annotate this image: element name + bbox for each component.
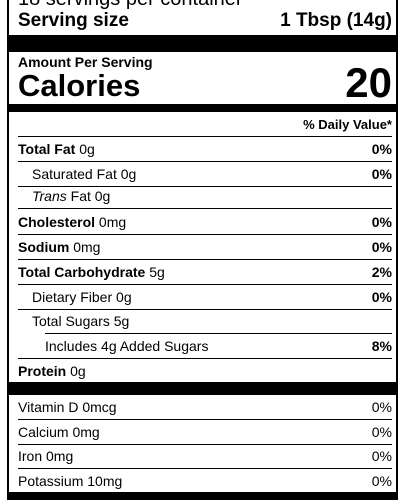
rule: [18, 259, 392, 260]
rule: [18, 234, 392, 235]
nutrient-row: Dietary Fiber 0g 0%: [0, 286, 405, 308]
nutrient-name: Vitamin D: [18, 399, 79, 415]
calories-value: 20: [345, 59, 392, 106]
amount-per-serving: Amount Per Serving: [18, 54, 153, 70]
nutrient-text: Trans Fat 0g: [32, 185, 110, 207]
daily-value: 0%: [371, 239, 392, 255]
nutrient-text: Vitamin D 0mcg: [18, 396, 117, 418]
daily-value-header: % Daily Value*: [303, 117, 392, 132]
border-left: [7, 0, 9, 500]
rule: [45, 333, 392, 334]
rule: [18, 136, 392, 137]
nutrient-amount: 0g: [70, 363, 86, 379]
nutrient-row: Total Fat 0g 0%: [0, 138, 405, 160]
nutrient-row: Iron 0mg 0%: [0, 445, 405, 467]
nutrient-row: Includes 4g Added Sugars 8%: [0, 335, 405, 357]
nutrient-text: Includes 4g Added Sugars: [45, 335, 208, 357]
nutrient-text: Sodium 0mg: [18, 236, 100, 258]
nutrient-amount: 0g: [120, 166, 137, 182]
nutrient-text: Iron 0mg: [18, 445, 73, 467]
daily-value: 0%: [371, 214, 392, 230]
nutrient-amount: 0g: [94, 188, 111, 204]
serving-size-label: Serving size: [18, 10, 129, 31]
rule: [18, 208, 392, 209]
nutrient-name: Dietary Fiber: [32, 289, 113, 305]
nutrient-amount: 0g: [116, 289, 132, 305]
nutrient-text: Protein 0g: [18, 360, 86, 382]
nutrient-amount: 0g: [79, 141, 95, 157]
nutrient-text: Potassium 10mg: [18, 470, 122, 492]
nutrient-name: Cholesterol: [18, 214, 96, 230]
nutrient-amount: 0mcg: [82, 399, 117, 415]
nutrient-row: Potassium 10mg 0%: [0, 470, 405, 492]
nutrient-amount: 0mg: [98, 214, 127, 230]
nutrient-name: Potassium: [18, 473, 84, 489]
nutrient-amount: 5g: [149, 264, 165, 280]
rule: [18, 309, 392, 310]
rule: [18, 444, 392, 445]
daily-value: 0%: [371, 424, 392, 440]
nutrient-name: Fat: [70, 188, 91, 204]
thick-rule: [7, 492, 398, 500]
nutrient-name: Protein: [18, 363, 67, 379]
nutrient-name: Calcium: [18, 424, 69, 440]
rule: [18, 419, 392, 420]
nutrient-amount: 0mg: [46, 448, 74, 464]
rule: [18, 186, 392, 187]
rule: [18, 468, 392, 469]
thick-rule: [7, 35, 398, 52]
nutrient-amount: 5g: [113, 313, 130, 329]
nutrient-amount: 0mg: [72, 424, 100, 440]
thick-rule: [7, 382, 398, 395]
nutrient-name: Iron: [18, 448, 43, 464]
border-right: [396, 0, 398, 500]
servings: 18 servings per container: [18, 0, 243, 11]
nutrient-text: Calcium 0mg: [18, 421, 100, 443]
nutrient-row: Sodium 0mg 0%: [0, 236, 405, 258]
nutrient-text: Total Fat 0g: [18, 138, 95, 160]
nutrient-amount: 10mg: [87, 473, 123, 489]
nutrient-row: Cholesterol 0mg 0%: [0, 211, 405, 233]
nutrient-row: Total Sugars 5g: [0, 310, 405, 332]
daily-value: 0%: [371, 448, 392, 464]
rule: [18, 358, 392, 359]
rule: [18, 161, 392, 162]
nutrient-text: Cholesterol 0mg: [18, 211, 126, 233]
medium-rule: [7, 104, 398, 112]
nutrient-amount: 0mg: [73, 239, 101, 255]
daily-value: 0%: [371, 399, 392, 415]
calories-label: Calories: [18, 68, 141, 103]
nutrient-name: Total Sugars: [32, 313, 110, 329]
nutrient-text: Total Sugars 5g: [32, 310, 129, 332]
nutrient-text: Total Carbohydrate 5g: [18, 261, 165, 283]
nutrient-row: Protein 0g: [0, 360, 405, 382]
nutrient-text: Includes 4g Added Sugars: [45, 338, 209, 354]
serving-size-value: 1 Tbsp (14g): [280, 10, 392, 31]
nutrient-name-italic: Trans: [32, 188, 67, 204]
nutrient-name: Total Fat: [18, 141, 76, 157]
daily-value: 0%: [371, 473, 392, 489]
daily-value: 0%: [371, 166, 392, 182]
nutrient-row: Total Carbohydrate 5g 2%: [0, 261, 405, 283]
nutrient-text: Saturated Fat 0g: [32, 163, 136, 185]
daily-value: 0%: [371, 289, 392, 305]
nutrient-name: Sodium: [18, 239, 70, 255]
nutrient-row: Trans Fat 0g: [0, 185, 405, 207]
daily-value: 0%: [371, 141, 392, 157]
daily-value: 2%: [371, 264, 392, 280]
nutrient-row: Vitamin D 0mcg 0%: [0, 396, 405, 418]
rule: [18, 284, 392, 285]
nutrient-text: Dietary Fiber 0g: [32, 286, 132, 308]
nutrient-row: Saturated Fat 0g 0%: [0, 163, 405, 185]
nutrient-row: Calcium 0mg 0%: [0, 421, 405, 443]
nutrient-name: Total Carbohydrate: [18, 264, 146, 280]
daily-value: 8%: [371, 338, 392, 354]
nutrient-name: Saturated Fat: [32, 166, 117, 182]
